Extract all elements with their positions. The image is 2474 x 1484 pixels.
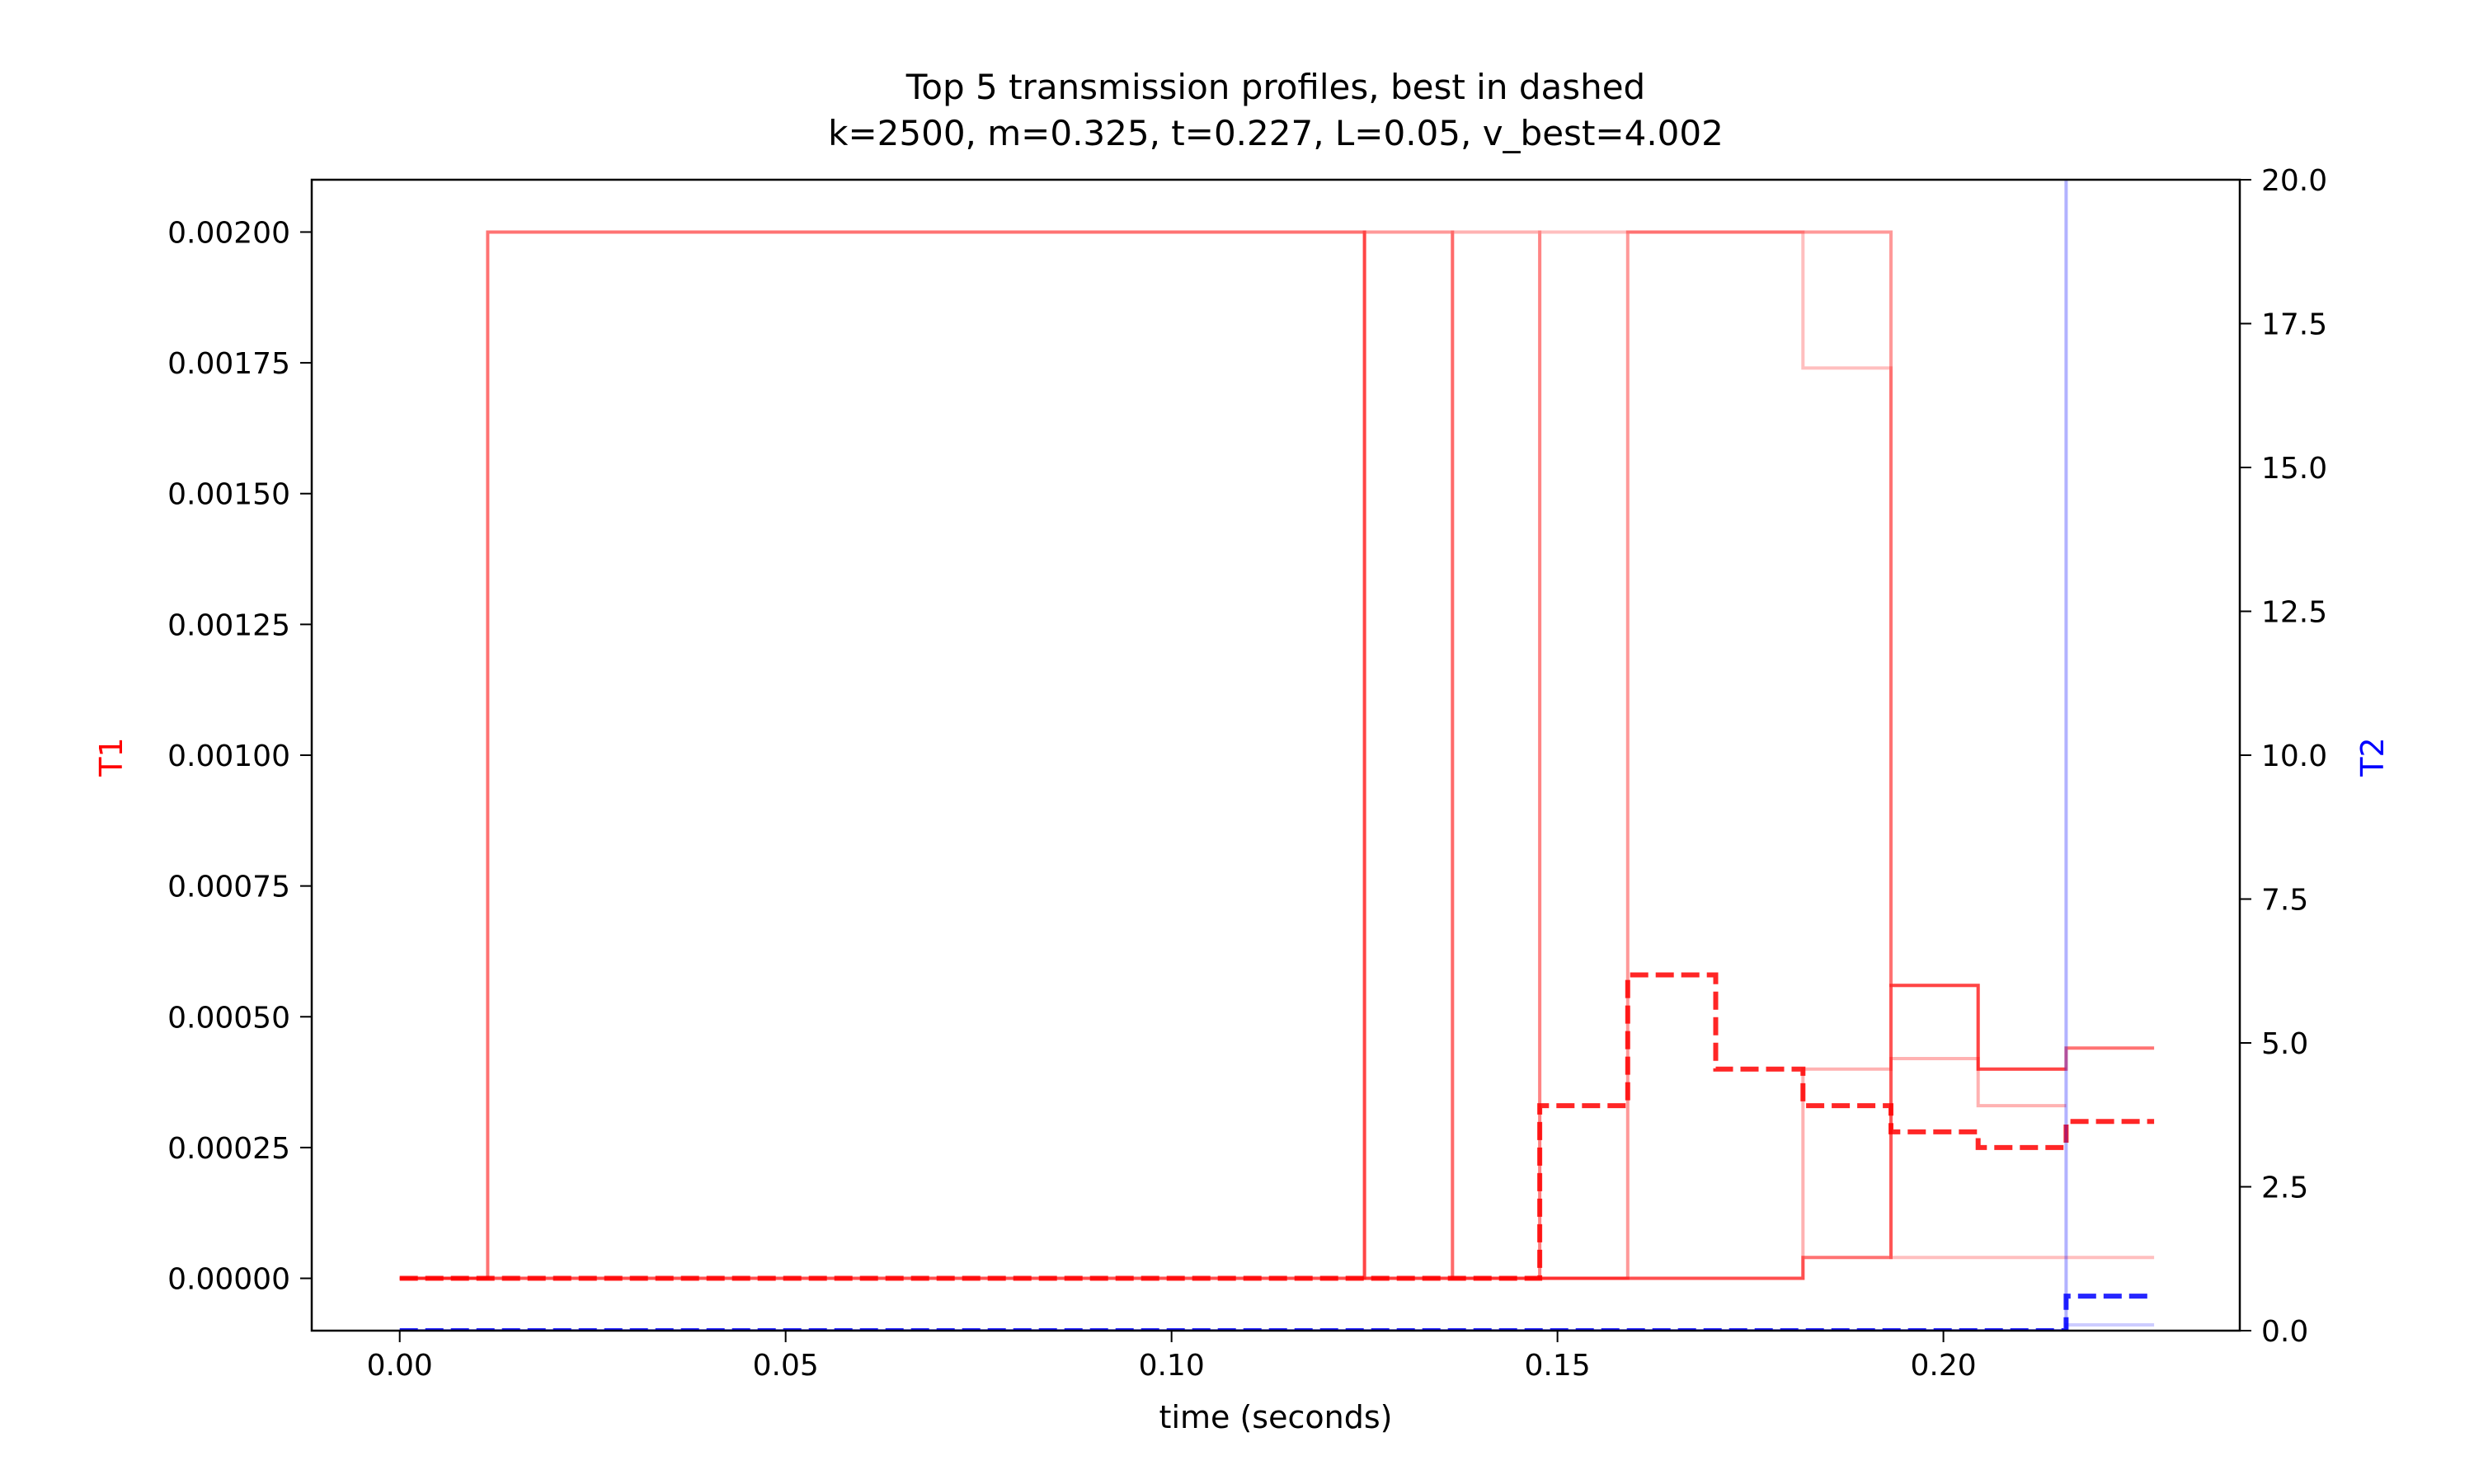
t2-best-profile-line xyxy=(399,1294,2155,1331)
chart-title: Top 5 transmission profiles, best in das… xyxy=(905,67,1645,107)
y-left-tick-label: 0.00150 xyxy=(167,478,290,512)
y-right-tick-label: 12.5 xyxy=(2261,596,2327,630)
y-right-tick-label: 2.5 xyxy=(2261,1172,2308,1205)
y-left-tick-label: 0.00025 xyxy=(167,1132,290,1166)
y-right-tick-label: 17.5 xyxy=(2261,308,2327,342)
y-axis-left-label: T1 xyxy=(93,737,129,777)
t1-profile-line-3 xyxy=(399,230,2067,1280)
y-axis-right-label: T2 xyxy=(2354,737,2391,777)
t1-best-profile-line xyxy=(399,972,2155,1281)
y-right-tick-label: 10.0 xyxy=(2261,740,2327,773)
x-tick-label: 0.10 xyxy=(1139,1349,1205,1383)
y-left-tick-label: 0.00175 xyxy=(167,347,290,381)
y-left-tick-label: 0.00200 xyxy=(167,216,290,250)
axes-frame xyxy=(310,178,2241,1332)
y-right-tick-label: 15.0 xyxy=(2261,452,2327,486)
x-tick-label: 0.15 xyxy=(1525,1349,1591,1383)
t1-profile-line-4 xyxy=(399,230,2155,1280)
t1-profile-line-1 xyxy=(399,230,2155,1280)
plot-area: 0.00 0.05 0.10 0.15 0.20 0.00000 0.00025 0.0005… xyxy=(167,164,2327,1383)
chart-subtitle: k=2500, m=0.325, t=0.227, L=0.05, v_best… xyxy=(828,113,1724,153)
y-right-tick-label: 5.0 xyxy=(2261,1027,2308,1061)
x-axis-label: time (seconds) xyxy=(1159,1399,1393,1435)
t2-profile-line-2 xyxy=(399,180,2068,1331)
x-tick-label: 0.20 xyxy=(1911,1349,1977,1383)
x-tick-label: 0.05 xyxy=(753,1349,819,1383)
y-right-tick-label: 7.5 xyxy=(2261,884,2308,918)
series-group xyxy=(399,180,2155,1331)
y-left-tick-label: 0.00125 xyxy=(167,608,290,642)
y-left-tick-label: 0.00075 xyxy=(167,871,290,904)
y-right-tick-label: 20.0 xyxy=(2261,164,2327,198)
t1-profile-line-2 xyxy=(399,230,2067,1280)
x-tick-label: 0.00 xyxy=(367,1349,433,1383)
y-left-tick-label: 0.00100 xyxy=(167,740,290,773)
y-left-tick-label: 0.00050 xyxy=(167,1001,290,1035)
y-right-tick-label: 0.0 xyxy=(2261,1315,2308,1349)
y-left-tick-label: 0.00000 xyxy=(167,1263,290,1297)
